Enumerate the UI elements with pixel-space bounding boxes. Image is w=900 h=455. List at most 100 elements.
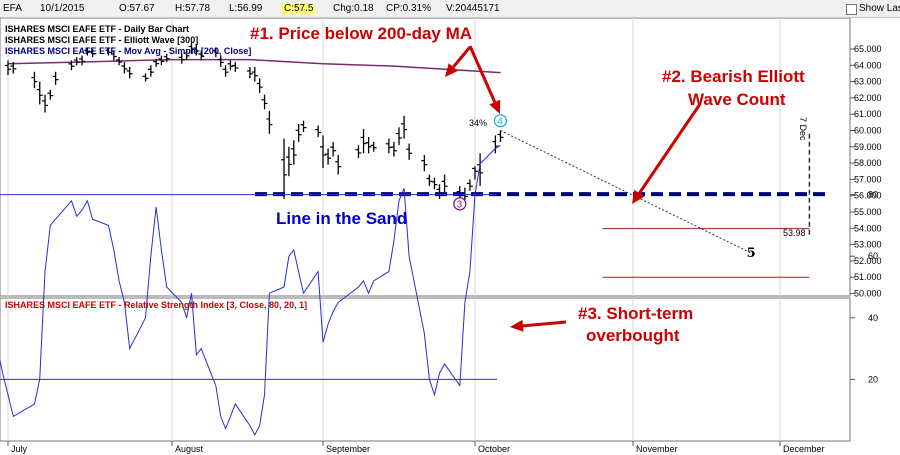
price-tick-label-62: 62.000 bbox=[854, 93, 882, 103]
x-tick-label-september: September bbox=[326, 444, 370, 454]
price-bar-2015-08-14 bbox=[232, 62, 239, 72]
price-bar-2015-10-05 bbox=[492, 135, 499, 154]
x-axis: July August September October November Decemb… bbox=[7, 441, 825, 454]
price-bar-2015-09-11 bbox=[370, 141, 377, 152]
price-tick-label-60: 60.000 bbox=[854, 126, 882, 136]
arrow-to-wave4-shaft bbox=[468, 45, 497, 103]
open-label: O:57.67 bbox=[119, 3, 155, 14]
chart-canvas: 50.000 51.000 52.000 53.000 54.000 55.000 56.0… bbox=[0, 18, 882, 454]
price-bar-2015-07-06 bbox=[31, 71, 38, 89]
price-bar-2015-08-07 bbox=[198, 50, 205, 61]
price-bar-2015-09-16 bbox=[396, 127, 402, 146]
price-tick-label-61: 61.000 bbox=[854, 109, 882, 119]
volume-label: V:20445171 bbox=[446, 3, 500, 14]
retracement-label: 34% bbox=[469, 118, 487, 128]
price-bar-2015-07-20 bbox=[105, 47, 112, 56]
price-bar-2015-08-05 bbox=[188, 42, 195, 54]
price-tick-label-59: 59.000 bbox=[854, 142, 882, 152]
dec-marker-label: 7 Dec bbox=[798, 117, 808, 141]
x-tick-label-december: December bbox=[783, 444, 825, 454]
rsi-tick-label-60: 60 bbox=[868, 251, 878, 261]
price-bar-2015-07-13 bbox=[68, 60, 75, 71]
price-bar-2015-08-11 bbox=[217, 55, 224, 67]
rsi-tick-label-80: 80 bbox=[868, 190, 878, 200]
wave-projection-line bbox=[500, 130, 751, 254]
wave-marker-3 bbox=[453, 197, 467, 211]
price-bar-2015-07-23 bbox=[121, 62, 128, 74]
rsi-line bbox=[0, 144, 501, 436]
price-bar-2015-09-21 bbox=[421, 154, 428, 172]
price-bar-2015-09-23 bbox=[431, 177, 438, 190]
x-tick-label-october: October bbox=[478, 444, 510, 454]
price-tick-label-57: 57.000 bbox=[854, 174, 882, 184]
price-bar-2015-08-18 bbox=[251, 66, 258, 82]
arrow-to-wave-count-head bbox=[632, 189, 645, 204]
price-tick-label-51: 51.000 bbox=[854, 272, 882, 282]
price-bar-2015-08-06 bbox=[193, 44, 200, 56]
rsi-tick-label-40: 40 bbox=[868, 313, 878, 323]
price-bar-2015-07-02 bbox=[10, 62, 17, 74]
price-bar-2015-07-15 bbox=[79, 55, 86, 66]
price-bar-2015-09-18 bbox=[406, 143, 413, 160]
price-bar-2015-09-30 bbox=[466, 179, 473, 191]
target-price-label: 53.98 bbox=[783, 228, 806, 238]
price-bar-2015-07-10 bbox=[52, 71, 59, 85]
price-tick-label-64: 64.000 bbox=[854, 60, 882, 70]
date-label: 10/1/2015 bbox=[40, 3, 85, 14]
legend-ma: ISHARES MSCI EAFE ETF - Mov Avg - Simple… bbox=[5, 46, 251, 56]
price-bar-2015-07-14 bbox=[73, 57, 80, 66]
annotation-1: #1. Price below 200-day MA bbox=[250, 24, 472, 43]
price-bar-2015-08-19 bbox=[256, 78, 263, 94]
price-bar-2015-07-31 bbox=[163, 53, 170, 63]
price-tick-label-52: 52.000 bbox=[854, 256, 882, 266]
close-label: C:57.5 bbox=[282, 3, 316, 14]
price-tick-label-54: 54.000 bbox=[854, 223, 882, 233]
price-tick-label-55: 55.000 bbox=[854, 207, 882, 217]
change-label: Chg:0.18 bbox=[333, 3, 374, 14]
price-bar-2015-07-21 bbox=[110, 50, 117, 61]
show-last-label[interactable]: Show Last bbox=[859, 3, 900, 14]
elliott-wave: 4 3 5 bbox=[453, 114, 811, 278]
annotation-arrows bbox=[445, 45, 702, 332]
price-bar-2015-09-02 bbox=[325, 148, 332, 165]
price-tick-label-50: 50.000 bbox=[854, 289, 882, 299]
price-bar-2015-07-30 bbox=[158, 55, 165, 66]
price-bar-2015-08-28 bbox=[300, 120, 307, 133]
arrow-to-rsi-shaft bbox=[522, 320, 567, 328]
show-last-checkbox[interactable] bbox=[846, 4, 857, 15]
annotation-3-line2: overbought bbox=[586, 326, 680, 345]
price-bar-2015-07-01 bbox=[5, 60, 11, 76]
price-bar-2015-09-22 bbox=[426, 174, 433, 186]
price-bar-2015-08-13 bbox=[227, 60, 234, 71]
price-tick-label-53: 53.000 bbox=[854, 240, 882, 250]
price-bar-2015-10-02 bbox=[477, 153, 484, 186]
price-bar-2015-07-08 bbox=[42, 94, 49, 113]
wave-label-3: 3 bbox=[457, 200, 463, 211]
chart-frame bbox=[0, 18, 851, 442]
arrow-to-wave-count bbox=[632, 103, 702, 204]
arrow-to-ma-shaft bbox=[452, 46, 472, 68]
arrow-to-rsi bbox=[510, 319, 567, 332]
price-bar-2015-10-01 bbox=[472, 166, 478, 180]
annotation-3-line1: #3. Short-term bbox=[578, 304, 693, 323]
price-bar-2015-09-17 bbox=[401, 115, 408, 139]
change-pct-label: CP:0.31% bbox=[386, 3, 432, 14]
price-bar-2015-09-15 bbox=[390, 141, 397, 157]
price-bar-2015-10-06 bbox=[497, 130, 504, 142]
arrow-to-wave4-head bbox=[489, 99, 501, 114]
price-bar-2015-09-24 bbox=[436, 184, 443, 199]
wave-label-5: 5 bbox=[747, 246, 756, 261]
price-bar-2015-08-31 bbox=[315, 125, 322, 138]
arrow-to-wave4 bbox=[468, 45, 501, 114]
legend-bars: ISHARES MSCI EAFE ETF - Daily Bar Chart bbox=[5, 24, 189, 34]
price-bar-2015-09-14 bbox=[385, 138, 392, 154]
arrow-to-rsi-head bbox=[510, 319, 524, 332]
wave-label-4: 4 bbox=[497, 117, 503, 128]
arrow-to-ma bbox=[445, 46, 472, 77]
price-tick-label-56: 56.000 bbox=[854, 191, 882, 201]
rsi-series bbox=[0, 144, 501, 436]
wave-marker-4 bbox=[493, 114, 508, 128]
price-bars bbox=[5, 42, 504, 203]
line-in-sand-label: Line in the Sand bbox=[276, 209, 407, 228]
